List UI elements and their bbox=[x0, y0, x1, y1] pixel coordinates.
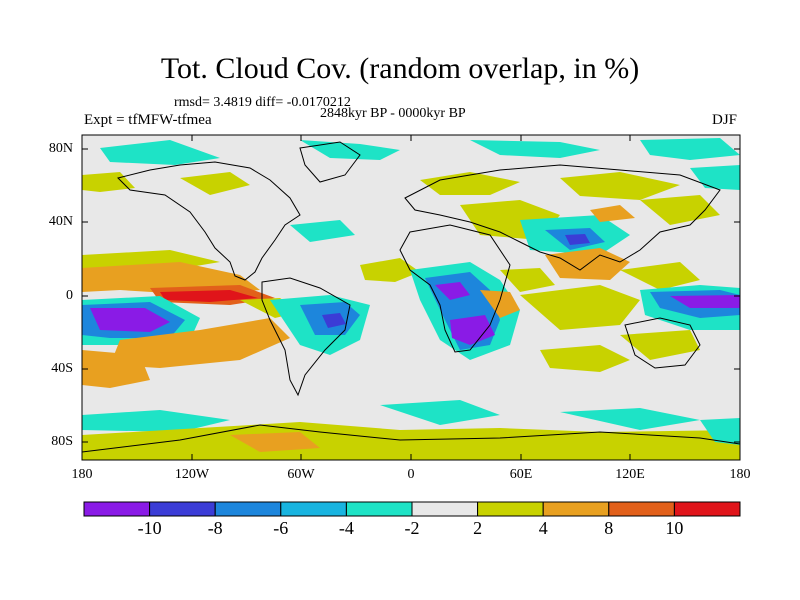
colorbar-label: 4 bbox=[538, 518, 548, 538]
colorbar-box bbox=[214, 501, 282, 517]
colorbar-label: -2 bbox=[404, 518, 420, 538]
anomaly-region bbox=[470, 140, 600, 158]
lon-label-60e: 60E bbox=[509, 467, 533, 482]
anomaly-region bbox=[380, 400, 500, 425]
anomaly-region bbox=[90, 308, 170, 332]
anomaly-region bbox=[480, 290, 520, 318]
anomaly-region bbox=[540, 345, 630, 372]
lon-label-180w: 180 bbox=[71, 467, 93, 482]
colorbar-label: -6 bbox=[273, 518, 289, 538]
anomaly-region bbox=[100, 140, 220, 165]
lat-label-0: 0 bbox=[66, 288, 73, 303]
colorbar-box bbox=[477, 501, 544, 517]
lon-label-60w: 60W bbox=[287, 467, 315, 482]
anomaly-region bbox=[620, 330, 700, 360]
anomaly-region bbox=[640, 138, 740, 160]
anomaly-region bbox=[565, 234, 590, 245]
anomaly-region bbox=[82, 422, 740, 460]
anomaly-region bbox=[322, 313, 346, 328]
axis-ticks bbox=[81, 135, 741, 460]
lat-label-40n: 40N bbox=[48, 214, 73, 229]
lon-label-120e: 120E bbox=[615, 467, 645, 482]
anomaly-field bbox=[82, 138, 740, 460]
colorbar-box bbox=[83, 501, 151, 517]
colorbar-label: 2 bbox=[473, 518, 483, 538]
anomaly-region bbox=[360, 258, 420, 282]
anomaly-region bbox=[435, 282, 470, 300]
colorbar-box bbox=[280, 501, 347, 517]
anomaly-region bbox=[560, 408, 700, 430]
lon-label-120w: 120W bbox=[174, 467, 210, 482]
anomaly-region bbox=[180, 172, 250, 195]
anomaly-region bbox=[82, 350, 150, 388]
anomaly-region bbox=[620, 262, 700, 290]
colorbar-box bbox=[673, 501, 741, 517]
experiment-label: Expt = tfMFW-tfmea bbox=[84, 112, 212, 128]
time-period-label: 2848kyr BP - 0000kyr BP bbox=[320, 106, 466, 121]
colorbar-box bbox=[411, 501, 479, 517]
lon-label-180e: 180 bbox=[729, 467, 751, 482]
colorbar-box bbox=[542, 501, 610, 517]
anomaly-region bbox=[670, 295, 740, 308]
colorbar-label: -10 bbox=[137, 518, 162, 538]
coastline-south-america bbox=[261, 277, 351, 397]
rmsd-diff-stats: rmsd= 3.4819 diff= -0.0170212 bbox=[174, 95, 351, 110]
coastline-greenland bbox=[299, 141, 361, 183]
colorbar-label: 8 bbox=[604, 518, 614, 538]
colorbar-label: -8 bbox=[207, 518, 223, 538]
anomaly-region bbox=[82, 410, 230, 432]
anomaly-region bbox=[300, 140, 400, 160]
anomaly-region bbox=[500, 268, 555, 292]
anomaly-region bbox=[420, 172, 520, 195]
anomaly-region bbox=[160, 290, 258, 302]
colorbar-box bbox=[608, 501, 675, 517]
anomaly-region bbox=[450, 315, 495, 345]
colorbar-label: -4 bbox=[338, 518, 354, 538]
anomaly-region bbox=[520, 285, 640, 330]
anomaly-region bbox=[230, 432, 320, 452]
lat-label-80s: 80S bbox=[51, 434, 73, 449]
coastline-eurasia bbox=[404, 164, 721, 271]
season-label: DJF bbox=[712, 112, 738, 128]
coastline-antarctica bbox=[82, 424, 740, 453]
anomaly-region bbox=[560, 172, 680, 200]
coastline-africa bbox=[399, 224, 511, 353]
lat-label-80n: 80N bbox=[48, 141, 73, 156]
colorbar-box bbox=[345, 501, 413, 517]
coastline-australia bbox=[624, 317, 701, 369]
map-title: Tot. Cloud Cov. (random overlap, in %) bbox=[160, 52, 640, 85]
anomaly-region bbox=[590, 205, 635, 222]
anomaly-region bbox=[700, 418, 740, 445]
colorbar-label: 10 bbox=[665, 518, 684, 538]
lon-label-0: 0 bbox=[407, 467, 415, 482]
coastline-north-america bbox=[117, 161, 301, 281]
colorbar-box bbox=[149, 501, 216, 517]
anomaly-region bbox=[640, 195, 720, 225]
anomaly-region bbox=[110, 318, 290, 368]
coastlines bbox=[82, 141, 740, 453]
lat-label-40s: 40S bbox=[51, 361, 73, 376]
anomaly-region bbox=[290, 220, 355, 242]
